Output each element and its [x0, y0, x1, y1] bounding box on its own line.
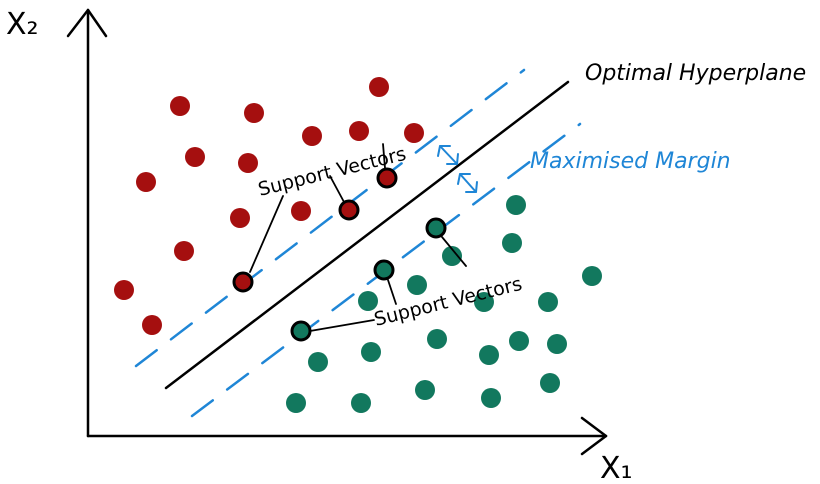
green-point — [582, 266, 602, 286]
green-point — [427, 329, 447, 349]
axes — [66, 8, 608, 456]
red-support-vector — [376, 167, 398, 189]
green-point — [407, 275, 427, 295]
x-axis-arrowhead — [580, 416, 608, 456]
green-point — [308, 352, 328, 372]
green-point — [509, 331, 529, 351]
upper-margin-line — [134, 68, 526, 368]
red-point — [302, 126, 322, 146]
margin-arrow-2 — [459, 173, 477, 193]
leader-upper-to-sv-3 — [249, 195, 284, 273]
red-point — [170, 96, 190, 116]
red-point — [136, 172, 156, 192]
green-point — [351, 393, 371, 413]
y-axis-label: X₂ — [6, 7, 39, 42]
margin-arrow-1 — [439, 145, 458, 165]
green-support-vectors — [290, 217, 447, 342]
green-support-vector — [373, 259, 395, 281]
red-point — [404, 123, 424, 143]
leader-lower-to-sv-3 — [309, 319, 375, 332]
leader-upper-to-sv-2 — [329, 175, 345, 203]
green-point — [415, 380, 435, 400]
green-point — [479, 345, 499, 365]
green-point — [358, 291, 378, 311]
red-support-vectors — [232, 167, 398, 293]
green-point — [481, 388, 501, 408]
margin-arrows — [437, 145, 478, 193]
green-point — [540, 373, 560, 393]
red-point — [174, 241, 194, 261]
margin-label: Maximised Margin — [530, 149, 731, 174]
leader-lower-to-sv-2 — [387, 279, 397, 305]
green-support-vector — [425, 217, 447, 239]
red-point — [369, 77, 389, 97]
red-point — [349, 121, 369, 141]
red-point — [238, 153, 258, 173]
margin-arrow-1-head-a — [437, 145, 451, 157]
margin-arrow-1-head-b — [446, 153, 459, 165]
green-class-points — [286, 195, 602, 413]
margin-arrow-2-head-b — [465, 181, 478, 193]
red-point — [114, 280, 134, 300]
red-point — [230, 208, 250, 228]
x-axis-label: X₁ — [600, 451, 633, 484]
y-axis-arrowhead — [66, 8, 108, 38]
optimal-hyperplane-line — [164, 80, 570, 390]
green-point — [442, 246, 462, 266]
red-point — [244, 103, 264, 123]
green-point — [502, 233, 522, 253]
red-point — [291, 201, 311, 221]
margin-arrow-2-head-a — [457, 173, 471, 185]
red-class-points — [114, 77, 424, 335]
red-support-vector — [232, 271, 254, 293]
green-point — [474, 292, 494, 312]
red-support-vector — [338, 199, 360, 221]
green-support-vector — [290, 320, 312, 342]
green-point — [361, 342, 381, 362]
red-point — [142, 315, 162, 335]
leader-lines — [249, 143, 467, 332]
leader-upper-to-sv-1 — [382, 143, 386, 169]
leader-lower-to-sv-1 — [441, 236, 467, 267]
green-point — [538, 292, 558, 312]
hyperplane-label: Optimal Hyperplane — [585, 61, 806, 86]
green-point — [506, 195, 526, 215]
green-point — [547, 334, 567, 354]
red-point — [185, 147, 205, 167]
green-point — [286, 393, 306, 413]
